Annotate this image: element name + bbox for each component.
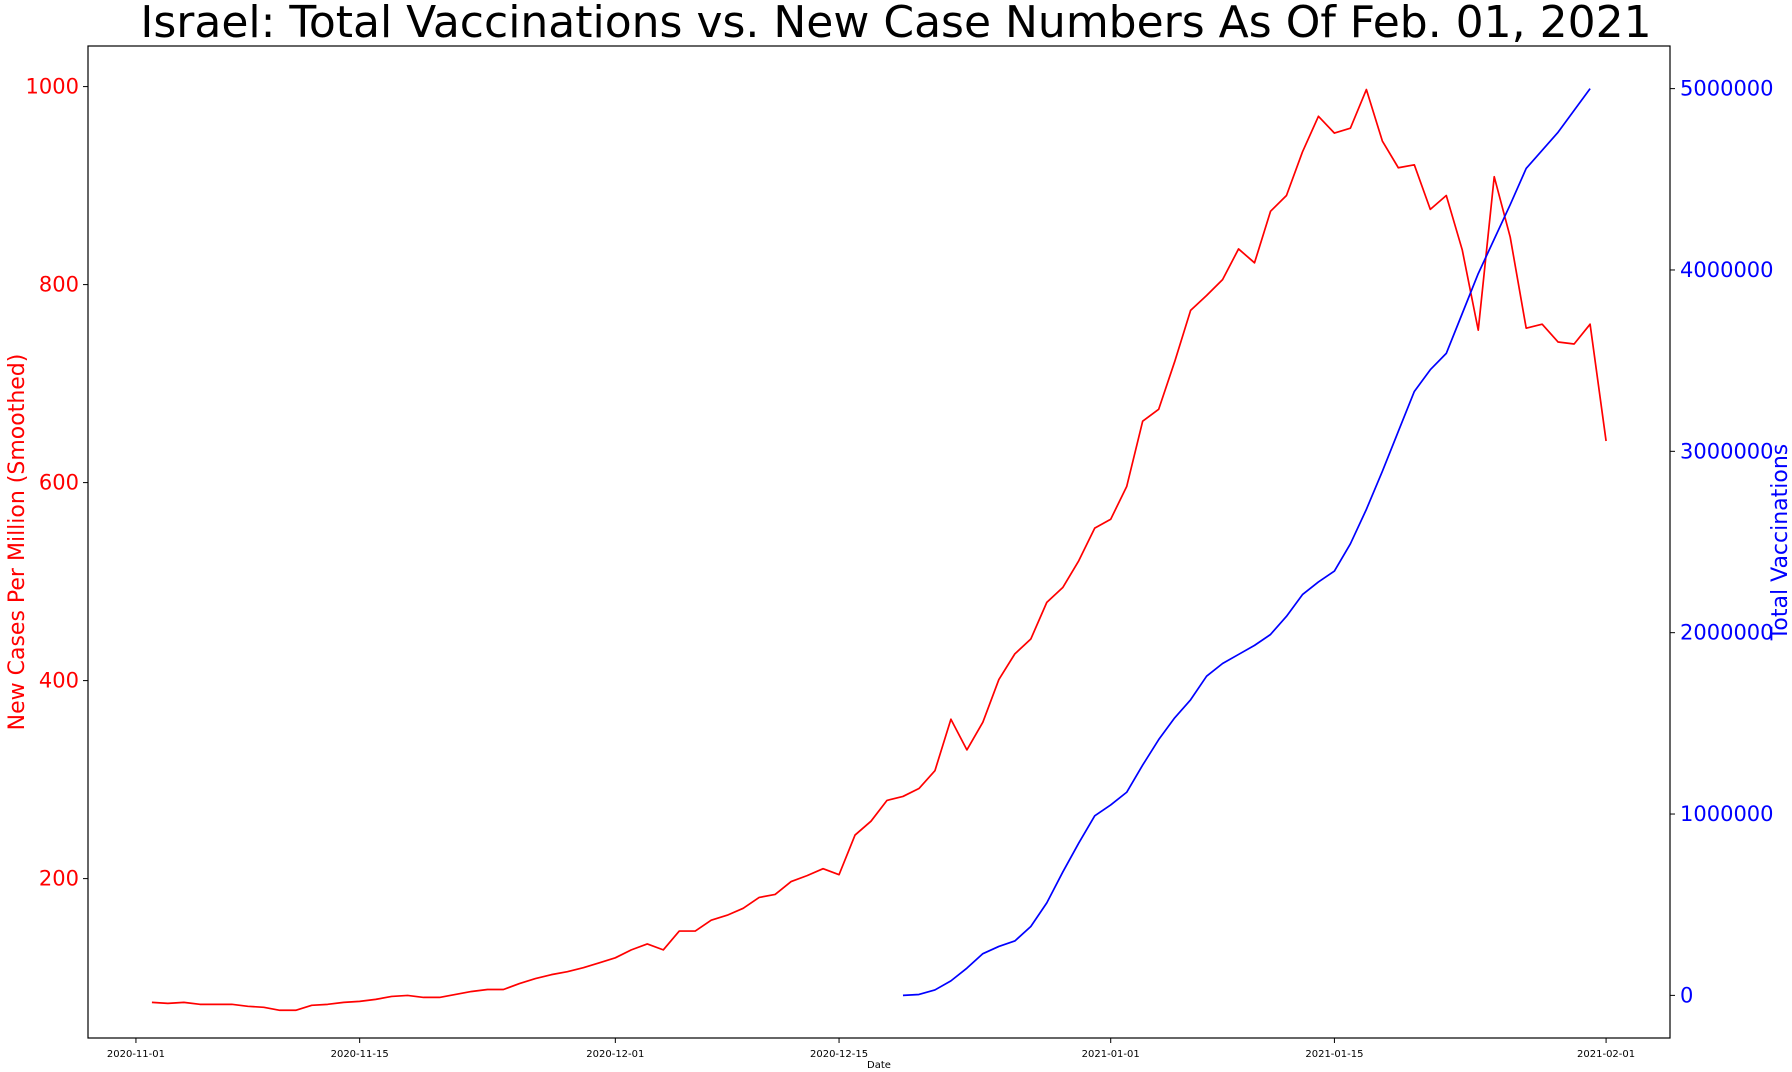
x-tick-label: 2020-12-15 xyxy=(810,1049,868,1060)
x-tick-label: 2021-02-01 xyxy=(1577,1049,1635,1060)
left-tick-label: 800 xyxy=(39,273,79,297)
right-tick-label: 4000000 xyxy=(1680,258,1774,282)
left-axis-label: New Cases Per Million (Smoothed) xyxy=(5,354,30,731)
left-tick-label: 600 xyxy=(39,471,79,495)
right-tick-label: 5000000 xyxy=(1680,77,1774,101)
x-tick-label: 2021-01-15 xyxy=(1305,1049,1363,1060)
left-tick-label: 200 xyxy=(39,867,79,891)
right-tick-label: 2000000 xyxy=(1680,621,1774,645)
right-tick-label: 1000000 xyxy=(1680,802,1774,826)
chart-title: Israel: Total Vaccinations vs. New Case … xyxy=(140,0,1651,48)
x-axis-ticks: 2020-11-01 2020-11-15 2020-12-01 2020-12-15… xyxy=(107,1038,1635,1060)
left-tick-label: 400 xyxy=(39,669,79,693)
series-line-cases xyxy=(151,88,1607,1012)
plot-frame xyxy=(87,45,1671,1039)
right-axis-label: Total Vaccinations xyxy=(1768,444,1792,642)
x-tick-label: 2020-12-01 xyxy=(586,1049,644,1060)
x-tick-label: 2020-11-01 xyxy=(107,1049,165,1060)
right-tick-label: 0 xyxy=(1680,983,1693,1007)
right-axis-ticks: 0 1000000 2000000 3000000 4000000 5000000 xyxy=(1670,77,1774,1007)
x-tick-label: 2021-01-01 xyxy=(1082,1049,1140,1060)
left-axis-ticks: 200 400 600 800 1000 xyxy=(26,75,88,891)
x-axis-label: Date xyxy=(867,1060,891,1071)
series-line-vaccinations xyxy=(902,88,1591,997)
x-tick-label: 2020-11-15 xyxy=(331,1049,389,1060)
right-tick-label: 3000000 xyxy=(1680,439,1774,463)
left-tick-label: 1000 xyxy=(26,75,79,99)
series-layer xyxy=(151,88,1607,1012)
